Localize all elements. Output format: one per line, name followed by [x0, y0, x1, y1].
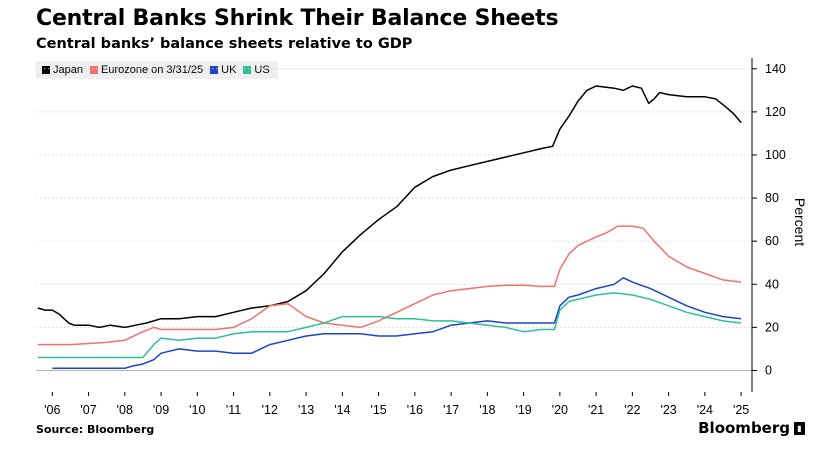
- chart-title: Central Banks Shrink Their Balance Sheet…: [36, 6, 559, 31]
- x-tick-label-16: '16: [407, 403, 423, 417]
- x-tick-label-12: '12: [262, 403, 278, 417]
- y-tick-label-0: 0: [765, 363, 772, 377]
- x-tick-label-11: '11: [226, 403, 241, 417]
- x-tick-label-18: '18: [479, 403, 495, 417]
- source-note: Source: Bloomberg: [36, 423, 155, 436]
- x-tick-label-25: '25: [733, 403, 749, 417]
- x-tick-label-10: '10: [189, 403, 205, 417]
- y-tick-label-60: 60: [765, 234, 779, 248]
- y-axis-label: Percent: [792, 198, 808, 246]
- legend-item-us: US: [243, 64, 270, 76]
- series-lines: [37, 85, 742, 370]
- x-tick-label-09: '09: [153, 403, 169, 417]
- y-tick-label-100: 100: [765, 148, 786, 162]
- x-tick-label-07: '07: [80, 403, 96, 417]
- legend-item-eurozone: Eurozone on 3/31/25: [89, 64, 204, 76]
- x-tick-label-13: '13: [298, 403, 314, 417]
- x-tick-label-17: '17: [443, 403, 459, 417]
- legend-swatch-eurozone: [89, 66, 98, 74]
- series-line-us: [37, 292, 742, 359]
- x-tick-label-15: '15: [370, 403, 386, 417]
- brand-name: Bloomberg: [698, 419, 790, 437]
- axes: 0 20 40 60 80 100 120 140 '06 '07 '08 '09 '10 '11 '12 '…: [44, 58, 786, 417]
- legend-swatch-us: [243, 66, 252, 74]
- y-tick-label-40: 40: [765, 277, 779, 291]
- legend-swatch-japan: [42, 66, 50, 74]
- series-line-eurozone: [37, 225, 742, 346]
- y-tick-label-140: 140: [765, 62, 786, 76]
- legend-item-japan: Japan: [42, 64, 83, 76]
- legend-label-eurozone: Eurozone on 3/31/25: [100, 64, 204, 76]
- gridlines: [36, 68, 752, 371]
- y-tick-label-120: 120: [765, 105, 786, 119]
- x-tick-label-06: '06: [44, 403, 60, 417]
- y-tick-label-20: 20: [765, 320, 779, 334]
- terminal-icon: ▮: [794, 421, 805, 435]
- chart-subtitle: Central banks’ balance sheets relative t…: [36, 36, 413, 52]
- legend-label-uk: UK: [221, 64, 237, 76]
- x-tick-label-20: '20: [552, 403, 568, 417]
- y-tick-label-80: 80: [765, 191, 779, 205]
- x-tick-label-14: '14: [334, 403, 350, 417]
- x-tick-label-24: '24: [697, 403, 713, 417]
- x-tick-label-23: '23: [660, 403, 676, 417]
- chart-legend: Japan Eurozone on 3/31/25 UK US: [36, 61, 278, 79]
- legend-label-japan: Japan: [53, 64, 83, 76]
- legend-swatch-uk: [210, 66, 219, 74]
- legend-label-us: US: [254, 64, 270, 76]
- brand-logo: Bloomberg ▮: [698, 419, 805, 437]
- legend-item-uk: UK: [210, 64, 236, 76]
- series-line-uk: [52, 277, 742, 370]
- x-tick-label-22: '22: [624, 403, 640, 417]
- x-tick-label-08: '08: [117, 403, 133, 417]
- x-tick-label-21: '21: [588, 403, 604, 417]
- series-line-japan: [37, 85, 742, 329]
- x-tick-label-19: '19: [515, 403, 531, 417]
